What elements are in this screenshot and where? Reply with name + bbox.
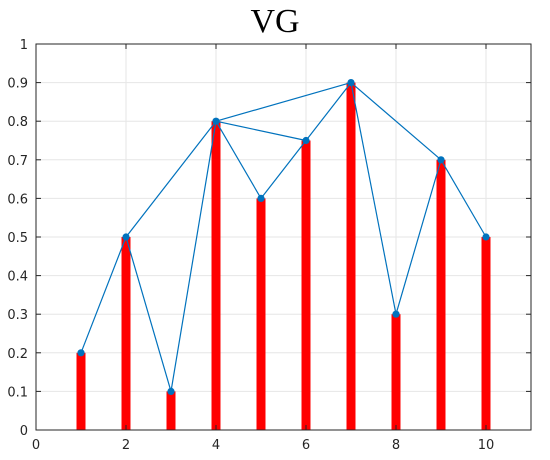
data-point (77, 349, 85, 357)
graph-edge (125, 236, 172, 392)
x-tick-label: 0 (32, 438, 40, 453)
data-point (257, 194, 265, 202)
bar (76, 352, 86, 430)
bar (481, 237, 491, 430)
y-tick-label: 1 (20, 38, 28, 53)
bar (256, 198, 266, 430)
x-tick-label: 4 (212, 438, 220, 453)
graph-edge (350, 82, 397, 315)
y-tick-label: 0.1 (7, 385, 28, 400)
graph-edge (215, 120, 262, 199)
graph-edge (395, 159, 442, 315)
data-point (167, 387, 175, 395)
data-point (302, 136, 310, 145)
y-tick-label: 0.8 (7, 115, 28, 130)
graph-edge (305, 82, 352, 141)
bar (211, 121, 221, 430)
graph-edge (260, 140, 307, 199)
y-tick-label: 0.7 (7, 154, 28, 169)
y-tick-label: 0 (20, 424, 28, 439)
bar (391, 314, 401, 430)
graph-edge (125, 120, 217, 238)
x-tick-label: 8 (392, 438, 400, 453)
y-tick-label: 0.3 (7, 308, 28, 323)
x-tick-label: 10 (478, 438, 495, 453)
bar (166, 391, 176, 430)
y-tick-label: 0.9 (7, 77, 28, 92)
bar (436, 159, 446, 431)
data-point (482, 233, 490, 241)
y-tick-label: 0.6 (7, 192, 28, 207)
graph-edge (440, 159, 487, 238)
y-tick-label: 0.4 (7, 270, 28, 285)
graph-edge (170, 121, 217, 392)
graph-edge (350, 82, 442, 161)
data-point (122, 233, 130, 241)
data-point (347, 79, 355, 87)
data-point (212, 117, 220, 125)
bar (346, 82, 356, 430)
chart-title: VG (250, 3, 300, 40)
bar (301, 140, 311, 430)
data-point (437, 156, 445, 164)
bar (121, 237, 131, 430)
graph-edge (215, 120, 307, 142)
graph-edge (80, 236, 127, 354)
y-tick-label: 0.2 (7, 347, 28, 362)
data-point (392, 310, 400, 318)
y-tick-label: 0.5 (7, 231, 28, 246)
x-tick-label: 2 (122, 438, 130, 453)
graph-edge (215, 82, 352, 122)
x-tick-label: 6 (302, 438, 310, 453)
